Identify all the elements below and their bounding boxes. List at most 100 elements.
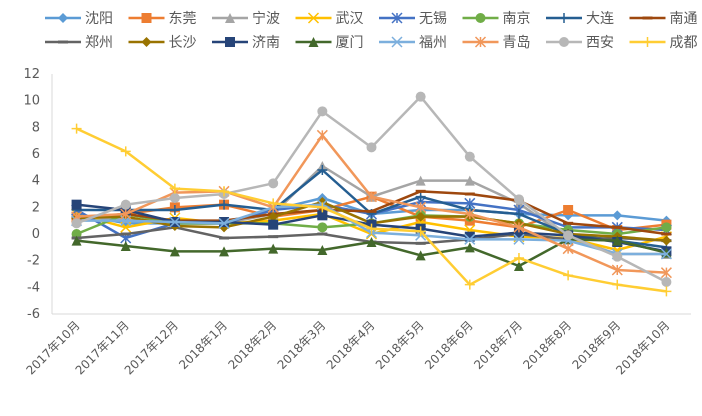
- legend-item: 厦门: [295, 35, 364, 51]
- triangle-marker: [225, 13, 235, 23]
- legend-item: 武汉: [295, 11, 364, 27]
- circle-marker: [366, 142, 377, 153]
- legend-item: 南京: [462, 11, 531, 27]
- plus-marker: [317, 165, 328, 175]
- plus-marker: [169, 183, 180, 194]
- legend-label: 宁波: [252, 10, 280, 27]
- circle-marker: [612, 251, 623, 262]
- legend-item: 大连: [546, 11, 614, 27]
- legend-label: 济南: [252, 35, 280, 51]
- legend-label: 东莞: [169, 11, 197, 27]
- legend-label: 福州: [419, 35, 447, 51]
- circle-marker: [317, 106, 328, 117]
- y-tick-label: 0: [32, 227, 40, 242]
- legend-item: 成都: [629, 35, 698, 51]
- triangle-marker: [513, 261, 524, 271]
- triangle-marker: [464, 175, 475, 186]
- diamond-marker: [58, 13, 68, 23]
- x-tick-label: 2018年2月: [225, 318, 279, 372]
- plus-marker: [612, 279, 623, 290]
- x-marker: [218, 217, 230, 229]
- legend-item: 济南: [212, 35, 280, 51]
- legend-item: 东莞: [128, 11, 197, 27]
- legend-label: 成都: [670, 35, 698, 51]
- plus-marker: [120, 146, 131, 157]
- series-青岛: [71, 129, 672, 279]
- diamond-marker: [612, 210, 623, 221]
- circle-marker: [120, 199, 131, 210]
- asterisk-marker: [391, 12, 403, 24]
- x-marker: [513, 233, 525, 245]
- asterisk-marker: [562, 243, 574, 255]
- legend-item: 无锡: [379, 11, 447, 27]
- asterisk-marker: [464, 208, 476, 220]
- legend-item: 青岛: [462, 35, 531, 51]
- triangle-marker: [71, 235, 82, 246]
- circle-marker: [268, 178, 279, 189]
- triangle-marker: [612, 235, 623, 246]
- legend-label: 郑州: [85, 35, 113, 51]
- x-tick-label: 2018年3月: [275, 318, 329, 372]
- circle-marker: [415, 91, 426, 102]
- legend-label: 西安: [586, 35, 614, 51]
- x-tick-label: 2018年5月: [373, 318, 427, 372]
- legend-item: 郑州: [45, 35, 113, 51]
- circle-marker: [317, 222, 328, 233]
- plus-marker: [642, 37, 653, 47]
- diamond-marker: [141, 37, 152, 47]
- y-tick-label: 8: [32, 120, 40, 135]
- square-marker: [563, 205, 574, 215]
- plus-marker: [317, 202, 328, 213]
- plus-marker: [513, 209, 524, 219]
- x-marker: [660, 248, 672, 260]
- asterisk-marker: [120, 208, 132, 220]
- square-marker: [513, 227, 524, 238]
- plus-marker: [219, 199, 230, 210]
- asterisk-marker: [474, 36, 487, 48]
- x-tick-label: 2018年6月: [422, 318, 476, 372]
- plus-marker: [71, 123, 82, 134]
- square-marker: [268, 219, 279, 230]
- square-marker: [141, 13, 152, 23]
- legend-item: 西安: [546, 35, 614, 51]
- series-line: [76, 134, 667, 274]
- triangle-marker: [268, 243, 279, 254]
- square-marker: [219, 217, 230, 227]
- triangle-marker: [464, 242, 475, 253]
- plus-marker: [415, 191, 426, 202]
- diamond-marker: [415, 211, 426, 222]
- x-tick-label: 2018年4月: [324, 318, 378, 372]
- square-marker: [71, 199, 82, 210]
- series-成都: [71, 123, 672, 297]
- asterisk-marker: [611, 264, 623, 276]
- plus-marker: [268, 198, 279, 209]
- y-tick-label: -6: [27, 307, 40, 322]
- plus-marker: [415, 226, 426, 237]
- circle-marker: [661, 222, 672, 233]
- legend-label: 武汉: [336, 11, 364, 27]
- circle-marker: [513, 194, 524, 205]
- diamond-marker: [661, 235, 672, 246]
- asterisk-marker: [660, 267, 672, 279]
- square-marker: [225, 37, 235, 47]
- plus-marker: [563, 270, 574, 281]
- triangle-marker: [219, 246, 230, 257]
- triangle-marker: [415, 250, 426, 261]
- circle-marker: [661, 277, 672, 287]
- circle-marker: [169, 193, 180, 203]
- legend-label: 南京: [503, 11, 531, 27]
- plus-marker: [219, 186, 230, 197]
- y-tick-label: 6: [32, 147, 40, 162]
- legend-label: 青岛: [503, 35, 531, 51]
- diamond-marker: [268, 211, 279, 222]
- triangle-marker: [308, 37, 319, 47]
- triangle-marker: [415, 175, 426, 186]
- circle-marker: [71, 218, 82, 229]
- x-tick-label: 2018年8月: [520, 318, 574, 372]
- plus-marker: [169, 205, 180, 215]
- legend-item: 宁波: [212, 10, 280, 27]
- y-tick-label: 2: [32, 200, 40, 215]
- asterisk-marker: [365, 191, 378, 203]
- asterisk-marker: [316, 129, 328, 141]
